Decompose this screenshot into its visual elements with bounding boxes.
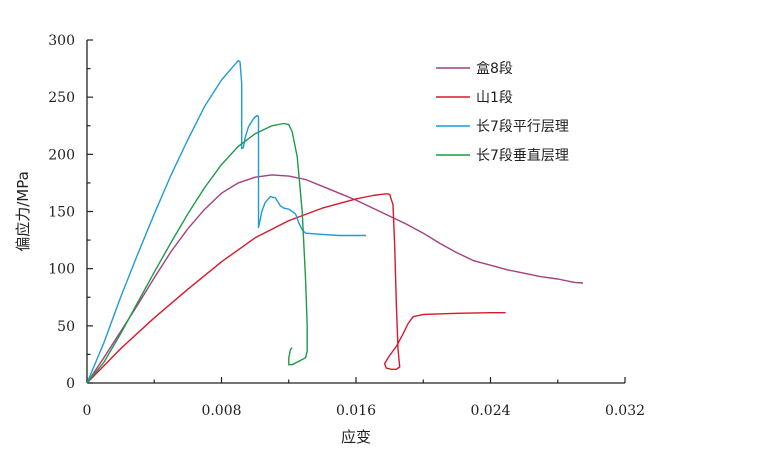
series-line-1 [86, 193, 506, 384]
x-tick-label: 0.024 [470, 403, 510, 419]
axes: 0 0.008 0.016 0.024 0.032 0 50 100 150 200 250 300 [48, 33, 645, 419]
series-line-3 [86, 122, 308, 384]
y-axis-title: 偏应力/MPa [14, 171, 32, 252]
x-tick-label: 0.032 [605, 403, 645, 419]
x-tick-label: 0.016 [336, 403, 376, 419]
y-tick-label: 100 [48, 262, 75, 278]
y-tick-label: 50 [57, 319, 75, 335]
legend-label-2: 长7段平行层理 [476, 119, 569, 135]
y-tick-label: 300 [48, 33, 75, 49]
legend-label-0: 盒8段 [476, 60, 513, 77]
x-ticks: 0 0.008 0.016 0.024 0.032 [83, 377, 645, 419]
legend-label-1: 山1段 [476, 90, 513, 106]
series-layer [86, 59, 584, 384]
x-tick-label: 0 [83, 403, 92, 419]
x-axis-title: 应变 [341, 428, 371, 446]
legend-label-3: 长7段垂直层理 [476, 147, 569, 164]
y-tick-label: 250 [48, 90, 75, 106]
series-line-0 [86, 174, 584, 384]
x-tick-label: 0.008 [201, 403, 241, 419]
y-tick-label: 150 [48, 205, 75, 221]
y-tick-label: 200 [48, 147, 75, 163]
series-line-2 [86, 59, 367, 384]
y-tick-label: 0 [66, 376, 75, 392]
y-ticks: 0 50 100 150 200 250 300 [48, 33, 93, 392]
